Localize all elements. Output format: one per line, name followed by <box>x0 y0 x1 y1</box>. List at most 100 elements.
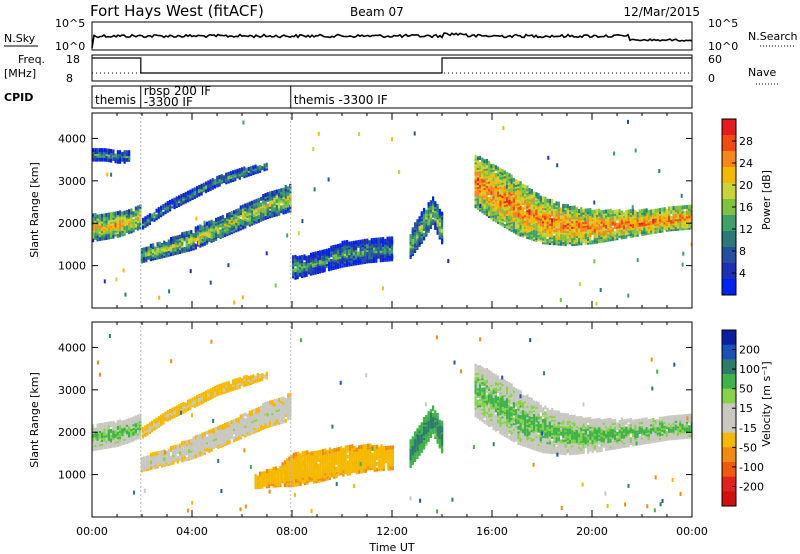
velocity-cell <box>179 457 182 462</box>
power-cell <box>107 148 110 153</box>
power-cell <box>605 224 608 229</box>
power-cell <box>206 225 209 230</box>
power-cell <box>225 172 228 177</box>
power-cell <box>358 132 361 137</box>
power-cell <box>310 266 313 270</box>
power-cell <box>154 246 157 251</box>
power-cell <box>425 209 428 214</box>
power-cell <box>636 258 639 263</box>
velocity-cell <box>301 468 304 473</box>
power-cell <box>546 238 549 243</box>
power-cell <box>211 178 214 183</box>
power-cell <box>413 131 416 136</box>
power-y-tick-label: 2000 <box>58 217 86 230</box>
power-cell <box>416 240 419 245</box>
power-cell <box>370 238 373 243</box>
power-cell <box>194 243 197 248</box>
velocity-cell <box>206 444 209 448</box>
power-cell <box>257 197 260 202</box>
power-cell <box>242 120 245 125</box>
power-cell <box>181 247 184 252</box>
power-cell <box>330 245 333 250</box>
velocity-cell <box>236 377 239 382</box>
power-cell <box>519 206 522 210</box>
power-cell <box>611 236 614 241</box>
velocity-cell <box>101 426 104 431</box>
power-cell <box>391 253 394 258</box>
velocity-cell <box>228 440 231 445</box>
power-cell <box>391 236 394 241</box>
velocity-cell <box>198 401 201 406</box>
power-cell <box>587 214 590 218</box>
power-cell <box>165 241 168 246</box>
power-cell <box>681 262 684 267</box>
velocity-cell <box>114 430 117 434</box>
power-cell <box>183 231 186 236</box>
power-cell <box>165 245 168 250</box>
velocity-cell <box>156 456 159 461</box>
power-cell <box>535 209 538 214</box>
power-cell <box>284 209 287 214</box>
velocity-cell <box>194 435 197 440</box>
velocity-cell <box>152 465 155 470</box>
power-cell <box>233 210 236 215</box>
power-cell <box>423 236 426 241</box>
velocity-cell <box>170 455 173 460</box>
power-cell <box>645 216 648 220</box>
power-cell <box>246 202 249 207</box>
velocity-cell <box>246 417 249 422</box>
velocity-cell <box>160 414 163 419</box>
power-cell <box>578 282 581 287</box>
power-cell <box>533 201 536 205</box>
power-cell <box>557 201 560 206</box>
power-cell <box>627 119 629 124</box>
power-cell <box>194 226 197 231</box>
velocity-cell <box>137 435 140 440</box>
power-cell <box>193 187 196 192</box>
power-cell <box>434 212 437 217</box>
velocity-cell <box>162 413 165 418</box>
power-cell <box>245 167 248 172</box>
power-cell <box>650 209 653 214</box>
power-cell <box>214 184 217 189</box>
power-cell <box>312 147 315 152</box>
power-cell <box>203 226 206 231</box>
power-cell <box>145 256 148 261</box>
power-cell <box>196 186 199 191</box>
power-cell <box>501 215 504 219</box>
velocity-cell <box>190 438 193 443</box>
velocity-cell <box>114 422 117 427</box>
power-cell <box>114 222 117 227</box>
power-cell <box>330 264 333 269</box>
velocity-cell <box>156 451 159 456</box>
velocity-cell <box>268 480 271 485</box>
power-cell <box>627 224 630 229</box>
power-cell <box>180 194 183 199</box>
velocity-cell <box>210 447 213 452</box>
power-cell <box>535 226 538 231</box>
power-cell <box>591 223 594 228</box>
power-cell <box>341 240 344 245</box>
power-cell <box>510 216 513 221</box>
power-cell <box>284 194 287 199</box>
power-cell <box>278 192 281 197</box>
power-cell <box>547 155 550 160</box>
power-cell <box>375 237 378 242</box>
power-cell <box>517 209 520 213</box>
velocity-cell <box>116 420 119 425</box>
power-cell <box>674 205 677 210</box>
velocity-cell <box>290 454 293 459</box>
velocity-cell <box>261 373 264 378</box>
power-cell <box>323 249 326 254</box>
power-cell <box>103 279 106 284</box>
velocity-cell <box>96 444 99 449</box>
power-cell <box>92 213 95 218</box>
velocity-cell <box>128 418 131 423</box>
velocity-cell <box>283 477 286 482</box>
velocity-cell <box>147 455 150 460</box>
power-cell <box>265 251 268 256</box>
power-cell <box>490 194 493 199</box>
power-cell <box>539 195 542 200</box>
velocity-cell <box>280 408 283 413</box>
power-cell <box>207 180 210 185</box>
